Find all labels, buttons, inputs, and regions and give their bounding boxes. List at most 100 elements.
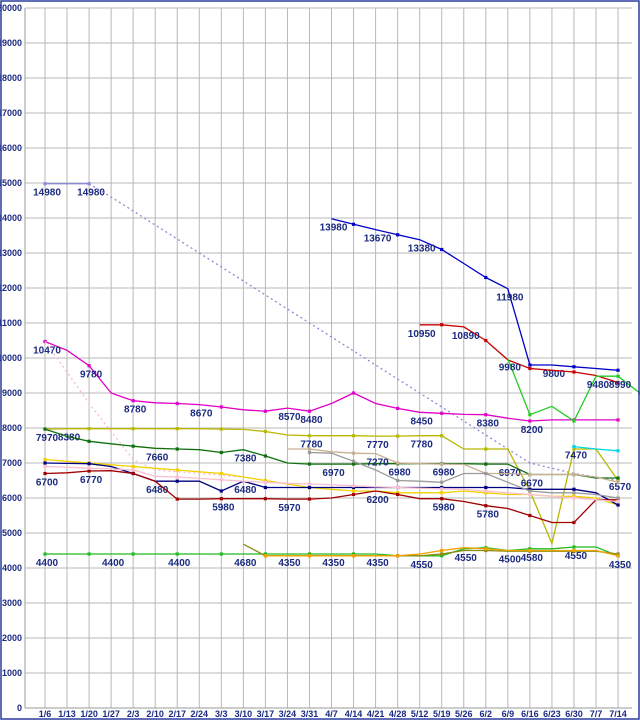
data-label: 4580 [521,553,544,564]
series-marker-navy-mid [351,485,356,490]
data-label: 4550 [565,551,588,562]
series-marker-magenta [43,339,47,344]
y-axis-tick-label: 0 [17,703,22,713]
data-label: 4350 [278,558,301,569]
y-axis-tick-label: 2000 [2,633,22,643]
series-marker-olive-yellow [484,447,488,451]
series-marker-olive-low [440,552,444,556]
series-marker-blue-high [440,247,444,252]
data-label: 4680 [234,558,257,569]
y-axis-tick-label: 11000 [0,318,22,328]
series-marker-red-high [484,338,488,343]
data-label: 6700 [36,478,59,489]
series-marker-dark-green [131,444,135,448]
y-axis-tick-label: 13000 [0,248,22,258]
x-axis-tick-label: 4/28 [389,709,407,719]
x-axis-tick-label: 3/24 [279,709,297,719]
series-line-dark-red-mid [44,470,618,524]
series-marker-light-pink-mid [307,482,312,486]
y-axis-tick-label: 15000 [0,178,22,188]
data-label: 10470 [33,346,61,357]
data-label: 4400 [102,558,125,569]
series-marker-gold-yellow [572,494,576,498]
data-label: 9480 [587,380,610,391]
series-marker-tan-beige [307,447,312,451]
series-line-light-pink-mid [44,465,619,503]
series-marker-navy-mid [175,479,179,483]
x-axis-tick-label: 3/31 [301,709,319,719]
series-marker-light-pink-mid [351,484,356,488]
series-marker-bright-green-low [43,552,47,556]
series-marker-olive-yellow [572,447,576,451]
series-marker-blue-high [572,365,576,369]
x-axis-tick-label: 4/7 [325,709,338,719]
series-marker-navy-mid [43,461,47,465]
y-axis-tick-label: 20000 [0,3,22,13]
x-axis-tick-label: 7/7 [590,709,603,719]
series-marker-magenta [307,409,312,413]
series-marker-periwinkle-high [43,182,47,186]
x-axis-tick-label: 6/9 [502,709,515,719]
data-label: 8670 [190,409,213,420]
data-label: 7470 [565,451,588,462]
data-label: 8570 [278,412,301,423]
data-label: 7970 [36,433,59,444]
series-marker-blue-high [396,233,400,237]
data-label: 6480 [234,485,257,496]
series-marker-dark-red-mid [528,513,532,518]
y-axis-tick-label: 9000 [2,388,22,398]
series-marker-navy-mid [528,487,532,491]
series-marker-bright-green-low [263,552,267,556]
series-marker-gray-mid [484,471,488,476]
series-marker-red-high [528,366,532,371]
data-label: 7270 [366,458,389,469]
data-label: 10950 [408,329,436,340]
series-marker-magenta [131,399,135,403]
series-marker-navy-mid [307,485,312,490]
series-marker-olive-low [616,552,620,556]
series-marker-olive-yellow [307,434,312,438]
series-marker-navy-mid [263,485,267,490]
series-marker-navy-mid [87,462,91,466]
y-axis-tick-label: 10000 [0,353,22,363]
x-axis-tick-label: 1/6 [39,709,52,719]
x-axis-tick-label: 6/2 [480,709,493,719]
y-axis-tick-label: 1000 [2,668,22,678]
series-marker-navy-mid [484,485,488,490]
y-axis-tick-label: 5000 [2,528,22,538]
data-label: 6770 [80,475,103,486]
series-marker-magenta [396,406,400,410]
data-label: 7660 [146,452,169,463]
data-label: 4550 [411,560,434,571]
y-axis-tick-label: 4000 [2,563,22,573]
series-marker-light-pink-mid [263,480,267,484]
series-marker-dark-red-mid [219,497,223,501]
series-marker-dark-red-mid [484,504,488,508]
data-label: 6670 [521,479,544,490]
x-axis-tick-label: 1/13 [58,709,76,719]
series-marker-light-pink-mid [396,485,400,490]
data-label: 9800 [543,369,566,380]
series-marker-dark-red-mid [396,492,400,497]
series-marker-gold-yellow [175,468,179,472]
data-label: 4350 [609,560,632,571]
x-axis-tick-label: 3/3 [215,709,228,719]
series-marker-olive-yellow [351,434,356,438]
series-marker-orange-low [572,548,576,553]
series-marker-light-pink-mid [219,478,223,482]
series-marker-olive-yellow [440,434,444,438]
series-marker-gold-yellow [219,471,223,476]
series-marker-olive-yellow [219,427,223,431]
series-marker-gray-mid [528,489,532,493]
y-axis-tick-label: 18000 [0,73,22,83]
series-marker-tan-beige [572,472,576,477]
series-marker-bright-green-low [440,554,444,558]
data-label: 10890 [452,331,480,342]
series-marker-dark-red-mid [87,469,91,473]
series-marker-gold-yellow [396,491,400,495]
series-marker-light-pink-mid [616,499,620,504]
x-axis-tick-label: 2/24 [191,709,209,719]
series-marker-gray-mid [307,450,312,455]
data-label: 7780 [300,440,323,451]
series-marker-dark-green [87,439,91,443]
